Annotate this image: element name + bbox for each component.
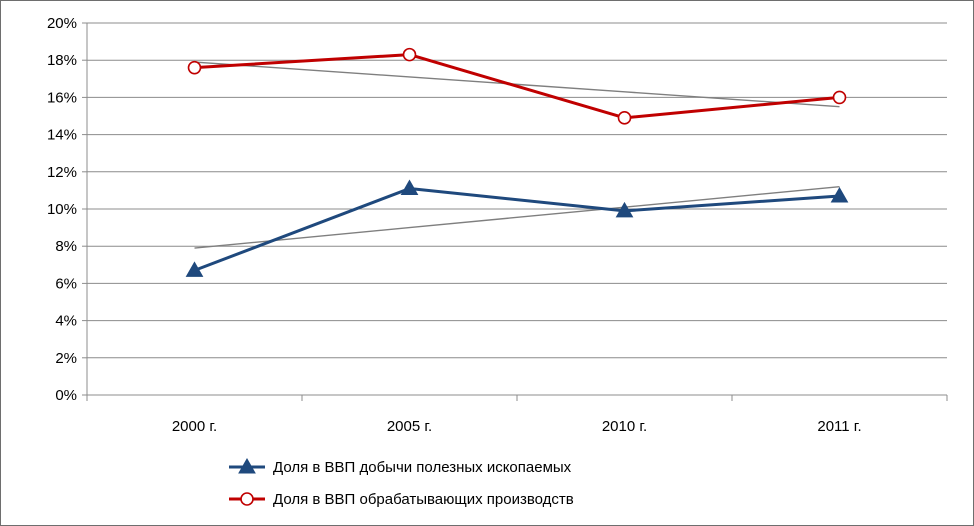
legend: Доля в ВВП добычи полезных ископаемых Дол… <box>229 457 574 508</box>
x-axis-tick-labels: 2000 г. 2005 г. 2010 г. 2011 г. <box>172 418 862 435</box>
trendline-1 <box>194 185 840 249</box>
y-tick-label: 4% <box>55 313 77 330</box>
y-tick-label: 2% <box>55 350 77 367</box>
series-line-2 <box>194 53 840 120</box>
legend-marker-2 <box>240 492 254 506</box>
y-axis-tick-labels: 0% 2% 4% 6% 8% 10% 12% 14% 16% 18% 20% <box>47 15 77 404</box>
y-tick-label: 14% <box>47 127 77 144</box>
y-tick-label: 8% <box>55 238 77 255</box>
trendline-2 <box>194 61 840 108</box>
trendlines <box>194 61 840 249</box>
y-tick-label: 16% <box>47 89 77 106</box>
data-point-series-1 <box>185 261 204 277</box>
axes <box>82 22 948 401</box>
y-tick-label: 0% <box>55 387 77 404</box>
y-tick-label: 12% <box>47 164 77 181</box>
data-point-series-1 <box>830 186 849 203</box>
y-tick-label: 20% <box>47 15 77 32</box>
gridlines <box>87 22 947 359</box>
x-tick-label: 2000 г. <box>172 418 217 435</box>
legend-marker-1 <box>238 457 256 474</box>
legend-label-2: Доля в ВВП обрабатывающих производств <box>273 491 574 508</box>
data-point-series-2 <box>617 111 632 125</box>
y-tick-label: 10% <box>47 201 77 218</box>
data-point-series-1 <box>400 179 419 196</box>
data-point-series-2 <box>402 47 417 62</box>
x-tick-label: 2005 г. <box>387 418 432 435</box>
x-tick-label: 2011 г. <box>817 418 861 435</box>
legend-label-1: Доля в ВВП добычи полезных ископаемых <box>273 459 572 476</box>
data-point-series-2 <box>832 90 847 105</box>
y-tick-label: 6% <box>55 275 77 292</box>
series-line-1 <box>193 187 840 272</box>
data-point-series-1 <box>615 201 634 218</box>
series-markers <box>185 47 849 277</box>
series-lines <box>193 53 840 272</box>
x-tick-label: 2010 г. <box>602 418 647 435</box>
data-point-series-2 <box>187 60 202 75</box>
y-tick-label: 18% <box>47 52 77 69</box>
